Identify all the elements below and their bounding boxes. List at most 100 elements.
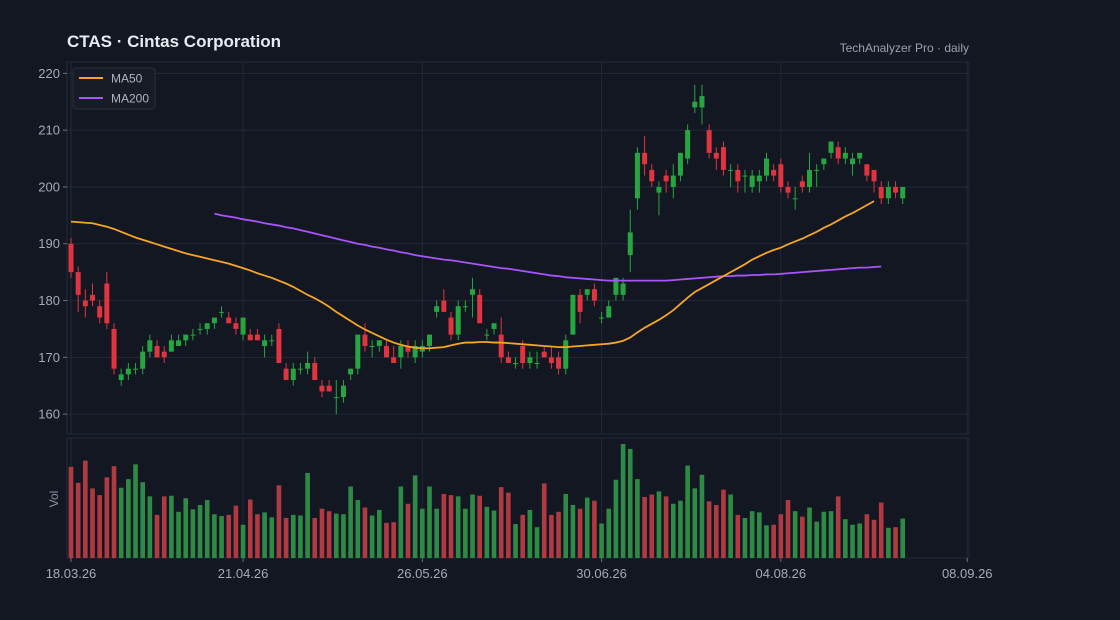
volume-bar bbox=[714, 505, 719, 558]
volume-bar bbox=[319, 508, 325, 558]
candle-body bbox=[333, 397, 339, 399]
candle-body bbox=[871, 169, 877, 182]
chart-title: CTAS · Cintas Corporation bbox=[67, 32, 282, 51]
candle bbox=[807, 152, 813, 193]
volume-bar bbox=[886, 527, 891, 558]
candle-body bbox=[670, 175, 676, 187]
candle bbox=[491, 323, 497, 335]
candle bbox=[269, 334, 275, 346]
volume-bar bbox=[613, 479, 619, 558]
volume-bar bbox=[154, 514, 160, 558]
volume-bar bbox=[463, 508, 468, 558]
volume-bar bbox=[97, 495, 102, 558]
volume-bar bbox=[255, 514, 260, 558]
volume-bar bbox=[757, 512, 762, 558]
candle bbox=[778, 158, 784, 193]
candle-body bbox=[355, 334, 361, 369]
volume-bar bbox=[276, 485, 282, 558]
volume-bar bbox=[850, 524, 855, 558]
candle-body bbox=[176, 340, 182, 346]
candle-body bbox=[563, 340, 569, 369]
price-panel-frame bbox=[66, 61, 970, 435]
legend-ma50-label: MA50 bbox=[111, 72, 143, 86]
candle bbox=[792, 186, 798, 210]
volume-bar bbox=[140, 482, 145, 558]
candle-body bbox=[556, 357, 562, 369]
x-tick-label: 18.03.26 bbox=[46, 566, 97, 581]
x-tick-label: 21.04.26 bbox=[218, 566, 269, 581]
candle bbox=[606, 300, 612, 318]
volume-bar bbox=[68, 466, 74, 558]
volume-bar bbox=[269, 517, 275, 558]
volume-bar bbox=[642, 496, 647, 558]
candle-body bbox=[133, 368, 139, 370]
candle-body bbox=[104, 283, 110, 324]
candle-body bbox=[720, 147, 726, 170]
candle-body bbox=[835, 147, 841, 159]
moving-averages bbox=[70, 200, 882, 350]
volume-bar bbox=[835, 496, 841, 558]
volume-bar bbox=[219, 516, 224, 558]
candle-body bbox=[627, 232, 633, 256]
volume-bar bbox=[355, 500, 361, 558]
volume-bar bbox=[864, 514, 870, 558]
volume-bar bbox=[498, 487, 504, 558]
volume-bar bbox=[377, 509, 382, 558]
candle-body bbox=[850, 158, 856, 165]
candle bbox=[527, 351, 533, 369]
candle-body bbox=[204, 323, 210, 329]
volume-bar bbox=[441, 493, 447, 558]
candle bbox=[677, 152, 683, 182]
candle bbox=[577, 289, 583, 324]
candle-body bbox=[211, 317, 217, 324]
volume-bar bbox=[305, 472, 310, 558]
candle bbox=[484, 328, 490, 341]
candle bbox=[835, 141, 841, 165]
candle bbox=[477, 289, 483, 324]
candle bbox=[333, 380, 339, 415]
candle-body bbox=[75, 272, 81, 295]
y-tick-label: 170 bbox=[38, 350, 60, 365]
candle bbox=[147, 334, 153, 358]
x-tick-label: 30.06.26 bbox=[576, 566, 627, 581]
candle bbox=[685, 124, 691, 165]
candle-body bbox=[405, 345, 411, 352]
candle bbox=[441, 289, 447, 312]
candle-body bbox=[340, 385, 346, 398]
candle bbox=[204, 323, 210, 335]
candle bbox=[692, 84, 698, 114]
volume-bar bbox=[212, 514, 217, 558]
volume-bar bbox=[520, 514, 526, 558]
candle-body bbox=[893, 186, 899, 193]
volume-bar bbox=[197, 505, 203, 558]
volume-bar bbox=[857, 523, 862, 558]
volume-bar bbox=[333, 513, 339, 558]
candle bbox=[82, 289, 88, 318]
volume-bar bbox=[563, 493, 569, 558]
volume-bar bbox=[620, 444, 626, 558]
candle bbox=[742, 169, 748, 193]
volume-bar bbox=[384, 522, 389, 558]
volume-bar bbox=[821, 511, 827, 558]
candle-body bbox=[161, 351, 167, 358]
volume-bar bbox=[477, 495, 482, 558]
candle bbox=[599, 311, 605, 324]
candle-body bbox=[319, 385, 325, 392]
candle bbox=[240, 317, 246, 341]
candle-body bbox=[842, 152, 848, 159]
volume-bar bbox=[491, 510, 497, 558]
candle-body bbox=[391, 357, 397, 364]
x-axis-ticks: 18.03.26 21.04.26 26.05.26 30.06.26 04.08.26… bbox=[46, 558, 993, 581]
candle-body bbox=[541, 351, 547, 358]
candle bbox=[642, 135, 648, 176]
candle bbox=[756, 169, 762, 193]
candle bbox=[290, 363, 296, 386]
volume-bar bbox=[262, 512, 267, 558]
candle-body bbox=[190, 334, 196, 336]
candle bbox=[226, 311, 232, 324]
candle-body bbox=[742, 175, 748, 177]
volume-bar bbox=[290, 514, 296, 558]
candle bbox=[326, 380, 332, 392]
candle bbox=[713, 147, 719, 170]
candle bbox=[670, 164, 676, 199]
